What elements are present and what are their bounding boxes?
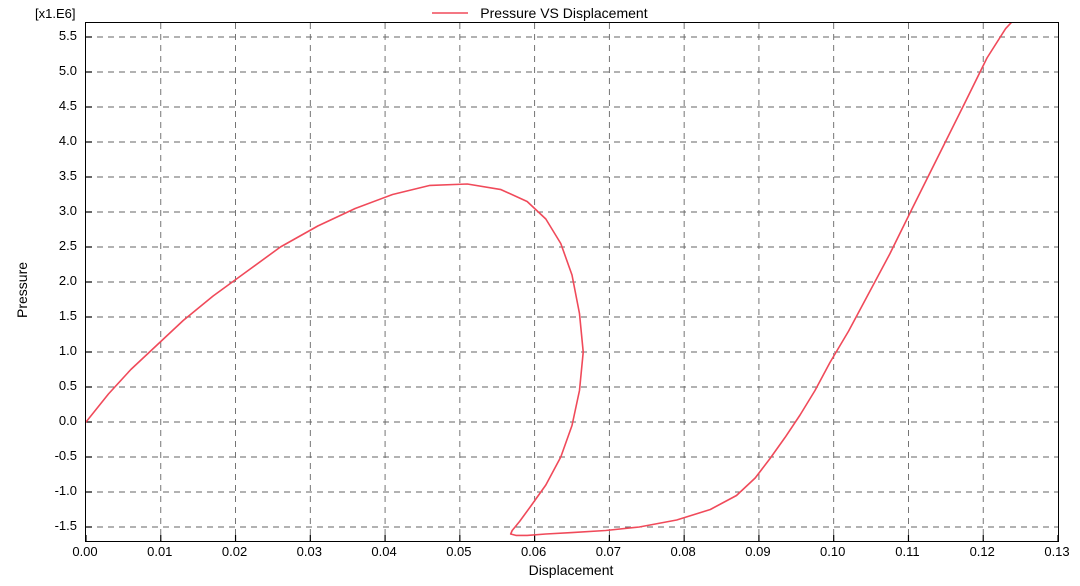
x-tick-label: 0.13 [1044,544,1069,559]
x-tick-label: 0.04 [371,544,396,559]
y-tick-label: -0.5 [0,448,77,463]
plot-svg [86,23,1058,541]
y-tick-label: -1.0 [0,483,77,498]
series-line [86,23,1021,535]
y-tick-label: 5.5 [0,28,77,43]
x-tick-label: 0.01 [147,544,172,559]
x-tick-label: 0.11 [895,544,919,559]
x-tick-label: 0.07 [596,544,621,559]
y-tick-label: 3.5 [0,168,77,183]
y-tick-label: 1.5 [0,308,77,323]
chart-container: Pressure VS Displacement [x1.E6] Pressur… [0,0,1080,586]
plot-area [85,22,1059,542]
x-tick-label: 0.08 [670,544,695,559]
tick-marks [86,37,1058,541]
y-tick-label: 0.5 [0,378,77,393]
x-tick-label: 0.02 [222,544,247,559]
x-tick-label: 0.12 [970,544,995,559]
y-tick-label: 2.0 [0,273,77,288]
y-tick-label: 2.5 [0,238,77,253]
x-tick-label: 0.09 [745,544,770,559]
y-axis-multiplier: [x1.E6] [35,6,75,21]
x-axis-label: Displacement [85,562,1057,578]
y-tick-label: 4.5 [0,98,77,113]
y-tick-label: -1.5 [0,518,77,533]
legend-swatch [432,8,468,18]
x-tick-label: 0.10 [820,544,845,559]
y-tick-label: 5.0 [0,63,77,78]
x-tick-label: 0.05 [446,544,471,559]
x-tick-label: 0.06 [521,544,546,559]
legend-label: Pressure VS Displacement [480,5,647,21]
legend: Pressure VS Displacement [0,4,1080,21]
y-tick-label: 1.0 [0,343,77,358]
y-tick-label: 4.0 [0,133,77,148]
x-tick-label: 0.00 [72,544,97,559]
y-tick-label: 3.0 [0,203,77,218]
y-tick-label: 0.0 [0,413,77,428]
x-tick-label: 0.03 [297,544,322,559]
